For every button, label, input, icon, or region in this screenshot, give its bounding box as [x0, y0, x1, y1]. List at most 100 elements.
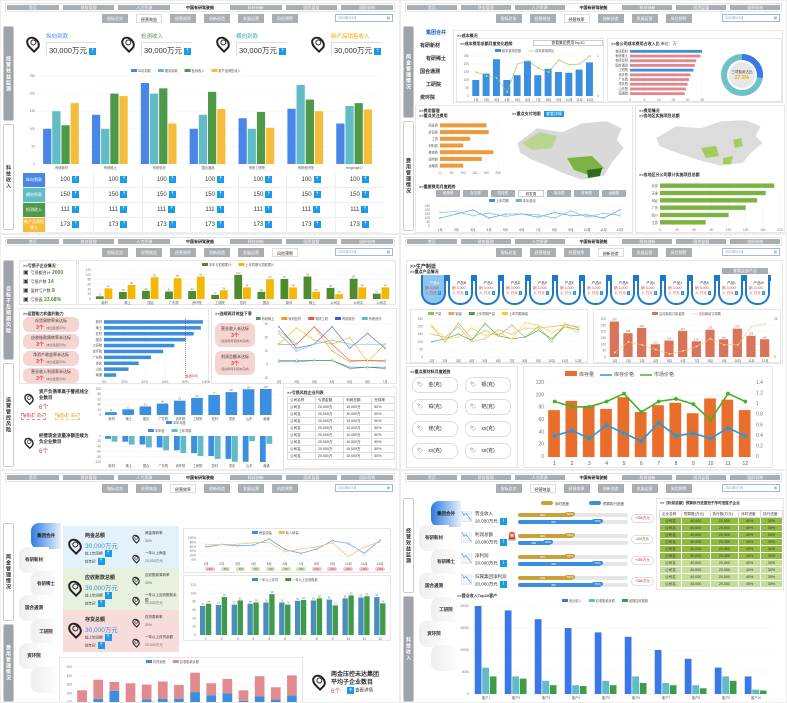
up-arrow-icon[interactable]: ⇡: [120, 175, 128, 183]
sub-tab[interactable]: 发展运营: [631, 248, 658, 257]
info-icon[interactable]: i: [499, 581, 507, 588]
sub-tab[interactable]: 经营效益: [529, 248, 556, 257]
up-arrow-icon[interactable]: ⇡: [313, 205, 321, 213]
side-item[interactable]: 有研新材: [419, 525, 449, 551]
up-arrow-icon[interactable]: ⇡: [183, 47, 191, 55]
decline-card[interactable]: 营业收入未达标 3个 (连续两月营收未完成): [215, 323, 255, 347]
sub-tab[interactable]: 风险预警: [272, 484, 298, 493]
product-card[interactable]: 产品D 销 3,000 入 万元 i: [502, 275, 527, 305]
nav-tab[interactable]: 首页: [7, 475, 59, 480]
material-tag[interactable]: 🏷 钯(克): [465, 399, 511, 415]
nav-tab[interactable]: 人力资源: [514, 475, 565, 480]
vlabel-fees[interactable]: 费用管理情况: [403, 121, 414, 231]
up-arrow-icon[interactable]: ⇡: [216, 205, 224, 213]
up-arrow-icon[interactable]: ⇡: [88, 47, 96, 55]
vlabel-tech-income[interactable]: 科技收入: [3, 124, 14, 230]
nav-tab[interactable]: 组织机构: [341, 5, 394, 10]
vlabel-ops-risk[interactable]: 运营管控风险: [3, 363, 14, 467]
side-item[interactable]: [31, 667, 61, 693]
fee-tab[interactable]: 运输费: [601, 190, 626, 197]
sub-tab[interactable]: 经营效率: [563, 248, 590, 257]
sub-tab[interactable]: 创新创造: [204, 14, 230, 23]
vlabel-target-risk[interactable]: 目标不及预期风险: [3, 260, 14, 360]
sub-tab[interactable]: 创新创造: [597, 248, 624, 257]
up-arrow-icon[interactable]: ⇡: [97, 558, 105, 565]
product-card[interactable]: 产品H 销 3,000 入 万元 i: [610, 275, 635, 305]
product-card[interactable]: 产品B 销 3,000 入 万元 i: [448, 275, 473, 305]
up-arrow-icon[interactable]: ⇡: [104, 550, 112, 557]
vlabel-fees[interactable]: 费用管理情况: [3, 624, 14, 702]
info-icon[interactable]: i: [437, 291, 441, 295]
side-item[interactable]: 国合通测: [420, 69, 441, 75]
nav-tab[interactable]: 财务管理: [62, 5, 115, 10]
info-icon[interactable]: i: [499, 560, 507, 567]
info-icon[interactable]: i: [599, 291, 603, 295]
up-arrow-icon[interactable]: ⇡: [216, 175, 224, 183]
up-arrow-icon[interactable]: ⇡: [313, 175, 321, 183]
side-item[interactable]: 有研新材: [420, 43, 441, 49]
nav-tab[interactable]: 组织机构: [730, 5, 781, 10]
view-detail-button[interactable]: ▾ 查看详情: [347, 687, 373, 694]
china-map[interactable]: [512, 118, 632, 183]
date-picker[interactable]: 2023年07月 ▦: [335, 248, 393, 256]
sub-tab[interactable]: 指标总览: [495, 14, 522, 23]
up-arrow-icon[interactable]: ⇡: [168, 190, 176, 198]
vlabel-tech-income[interactable]: 科技收入: [403, 596, 414, 702]
nav-tab[interactable]: 国资监管: [676, 239, 727, 244]
product-card[interactable]: 产品G 销 3,000 入 万元 i: [583, 275, 608, 305]
decline-card[interactable]: 利润总额未达标 3个 (连续两月利润未完成): [215, 351, 255, 375]
sub-tab[interactable]: 指标总览: [102, 14, 128, 23]
nav-tab[interactable]: 人力资源: [514, 5, 565, 10]
fee-tab[interactable]: 咨询费: [574, 190, 599, 197]
info-icon[interactable]: i: [734, 291, 738, 295]
info-icon[interactable]: i: [499, 518, 507, 525]
side-item[interactable]: 工研院: [31, 619, 61, 645]
date-picker[interactable]: 2023年07月 ▦: [722, 14, 780, 22]
side-item[interactable]: 有研稀土: [426, 56, 447, 62]
sub-tab[interactable]: 创新创造: [597, 484, 624, 493]
sub-tab[interactable]: 风险预警: [665, 484, 692, 493]
fee-tab[interactable]: 会议费: [463, 190, 488, 197]
sub-tab[interactable]: 经营效率: [563, 484, 590, 493]
vlabel-two-funds[interactable]: 两金管理情况: [3, 523, 14, 621]
ability-card[interactable]: 净资产收益率未达标 3个 (未达集团平均): [23, 351, 79, 366]
nav-tab[interactable]: 首页: [407, 5, 457, 10]
nav-tab[interactable]: 国资监管: [676, 475, 727, 480]
map-detail-button[interactable]: 查看详情: [544, 111, 564, 117]
sub-tab[interactable]: 经营效率: [170, 484, 196, 493]
info-icon[interactable]: i: [626, 291, 630, 295]
sub-tab[interactable]: 经营效率: [563, 14, 590, 23]
info-icon[interactable]: i: [518, 291, 522, 295]
sub-tab[interactable]: 发展运营: [238, 248, 264, 257]
up-arrow-icon[interactable]: ⇡: [71, 205, 79, 213]
sub-tab[interactable]: 发展运营: [238, 484, 264, 493]
sub-tab[interactable]: 指标总览: [102, 248, 128, 257]
info-icon[interactable]: i: [464, 291, 468, 295]
ability-card[interactable]: 营业收入利润率未达标 3个 (未达集团平均): [23, 368, 79, 383]
nav-tab[interactable]: 中国有研驾驶舱: [174, 239, 226, 244]
material-tag[interactable]: 🏷 银(克): [465, 377, 511, 393]
up-arrow-icon[interactable]: ⇡: [168, 220, 176, 228]
up-arrow-icon[interactable]: ⇡: [278, 47, 286, 55]
up-arrow-icon[interactable]: ⇡: [216, 220, 224, 228]
side-item[interactable]: 集团合并: [31, 523, 61, 549]
material-tag[interactable]: 🏷 铂(克): [412, 399, 458, 415]
fee-tab[interactable]: 差旅费: [436, 190, 461, 197]
nav-tab[interactable]: 组织机构: [730, 239, 781, 244]
product-card[interactable]: 产品L 销 3,000 入 万元 i: [718, 275, 743, 305]
info-icon[interactable]: i: [572, 291, 576, 295]
up-arrow-icon[interactable]: ⇡: [119, 205, 127, 213]
up-arrow-icon[interactable]: ⇡: [72, 190, 80, 198]
nav-tab[interactable]: 财务管理: [460, 239, 511, 244]
material-tag[interactable]: 🏷 xx(克): [412, 443, 458, 459]
up-arrow-icon[interactable]: ⇡: [313, 220, 321, 228]
vlabel-efficiency[interactable]: 经营效益监测: [3, 26, 14, 121]
side-item[interactable]: 工研院: [431, 597, 461, 623]
sub-tab[interactable]: 指标总览: [495, 248, 522, 257]
sub-tab[interactable]: 经营效益: [136, 14, 162, 23]
up-arrow-icon[interactable]: ⇡: [265, 190, 273, 198]
nav-tab[interactable]: 国资监管: [285, 475, 338, 480]
sub-tab[interactable]: 创新创造: [597, 14, 624, 23]
sub-tab[interactable]: 经营效益: [529, 14, 556, 23]
nav-tab[interactable]: 组织机构: [341, 239, 394, 244]
